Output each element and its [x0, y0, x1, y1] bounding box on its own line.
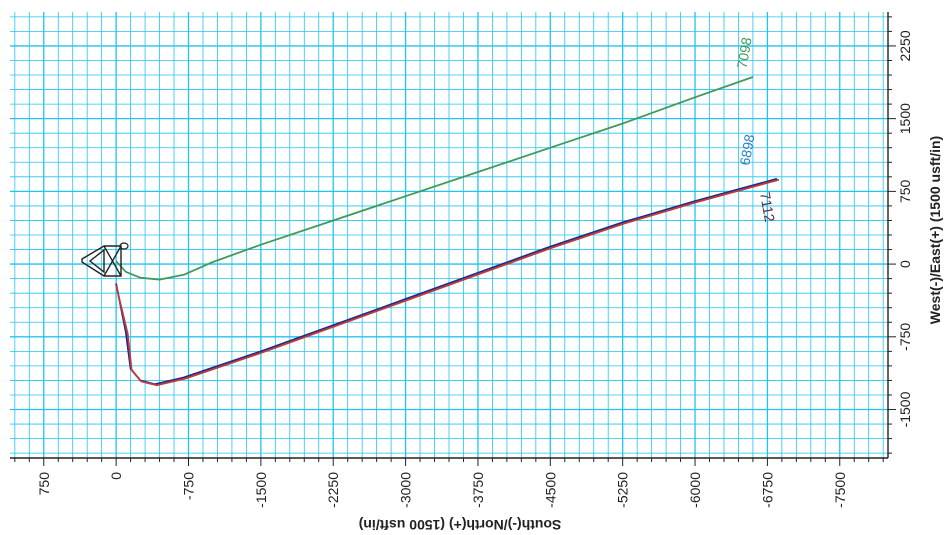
- series-label-6898: 6898: [736, 133, 757, 167]
- y-tick-label: 0: [897, 260, 913, 268]
- series: [115, 76, 780, 387]
- y-axis-label: West(-)/East(+) (1500 usft/in): [927, 136, 943, 324]
- x-tick-label: -5250: [615, 472, 631, 508]
- x-tick-label: -7500: [832, 472, 848, 508]
- y-tick-label: 2250: [897, 30, 913, 61]
- series-label-7098: 7098: [734, 36, 755, 70]
- x-tick-label: -6750: [759, 472, 775, 508]
- wellhead-symbol: [81, 242, 129, 277]
- x-tick-label: -4500: [542, 472, 558, 508]
- wellhead-marker-icon: [119, 242, 129, 250]
- x-tick-label: -3750: [470, 472, 486, 508]
- series-line-7098: [115, 76, 754, 281]
- x-tick-label: 750: [36, 472, 52, 496]
- x-tick-label: -6000: [687, 472, 703, 508]
- series-line-6898: [115, 177, 778, 386]
- y-tick-label: -750: [897, 323, 913, 351]
- annotations: 7098 6898 7112: [734, 36, 778, 224]
- series-label-7112: 7112: [757, 191, 778, 224]
- x-tick-label: -750: [180, 472, 196, 500]
- wellhead-icon: [81, 245, 122, 277]
- x-tick-label: -2250: [325, 472, 341, 508]
- x-axis-label: South(-)/North(+) (1500 usft/in): [359, 517, 562, 530]
- series-line-7112: [115, 178, 780, 387]
- y-tick-label: 1500: [897, 103, 913, 134]
- y-tick-label: 750: [897, 179, 913, 203]
- y-tick-label: -1500: [897, 391, 913, 427]
- grid: [10, 12, 888, 458]
- axes: 750 0 -750 -1500 -2250 -3000 -3750 -4500 -5250 -6…: [10, 12, 913, 508]
- x-tick-label: -1500: [253, 472, 269, 508]
- x-tick-label: 0: [108, 472, 124, 480]
- x-tick-label: -3000: [398, 472, 414, 508]
